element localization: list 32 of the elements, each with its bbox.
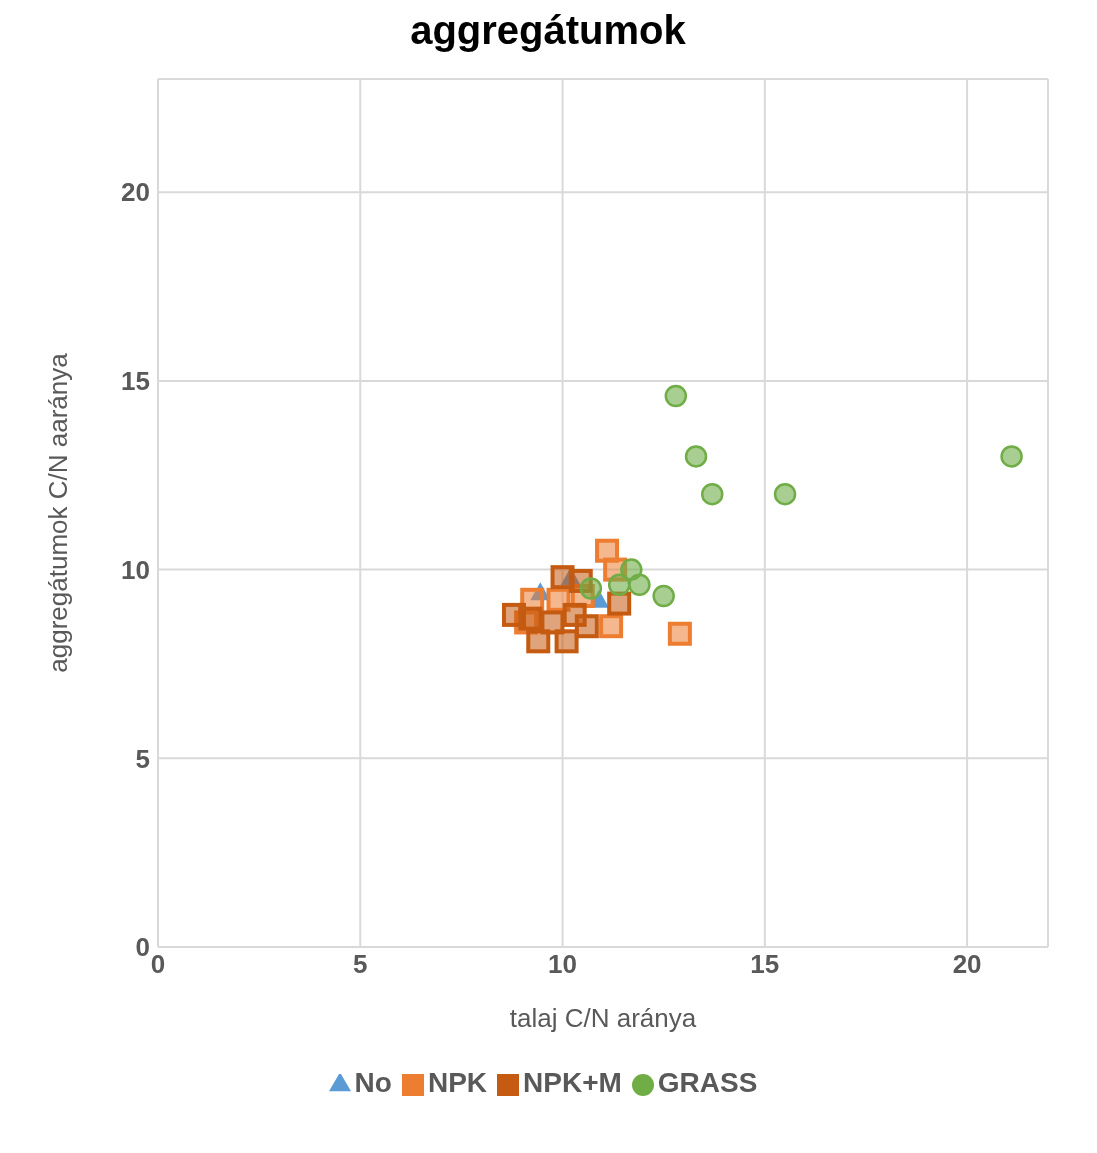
point: [574, 614, 599, 639]
point: [607, 591, 632, 616]
point: [540, 610, 565, 635]
point: [773, 482, 797, 506]
point: [599, 614, 624, 639]
point: [560, 567, 581, 586]
point: [579, 577, 603, 600]
y-axis-title: aggregátumok C/N aaránya: [43, 352, 74, 673]
point: [628, 573, 651, 596]
x-tick-label: 5: [353, 949, 368, 980]
point: [607, 573, 631, 596]
y-tick-label: 5: [135, 743, 150, 774]
point: [667, 621, 692, 646]
x-tick-label: 15: [750, 949, 780, 980]
point: [1000, 445, 1023, 468]
y-tick-label: 20: [121, 177, 150, 208]
legend-label: No: [354, 1067, 392, 1098]
point: [700, 482, 724, 506]
point: [554, 629, 579, 654]
point: [684, 445, 708, 468]
point: [526, 629, 551, 654]
x-tick-label: 10: [548, 949, 578, 980]
legend-label: NPK: [427, 1067, 488, 1098]
chart-title: aggregátumok: [409, 8, 687, 53]
y-tick-label: 10: [121, 554, 150, 585]
x-tick-label: 20: [952, 949, 982, 980]
legend-label: NPK+M: [523, 1067, 622, 1098]
x-axis-title: talaj C/N aránya: [509, 1003, 697, 1033]
point: [652, 584, 675, 608]
legend-label: GRASS: [657, 1067, 758, 1098]
y-tick-label: 15: [121, 366, 150, 397]
point: [664, 384, 688, 408]
